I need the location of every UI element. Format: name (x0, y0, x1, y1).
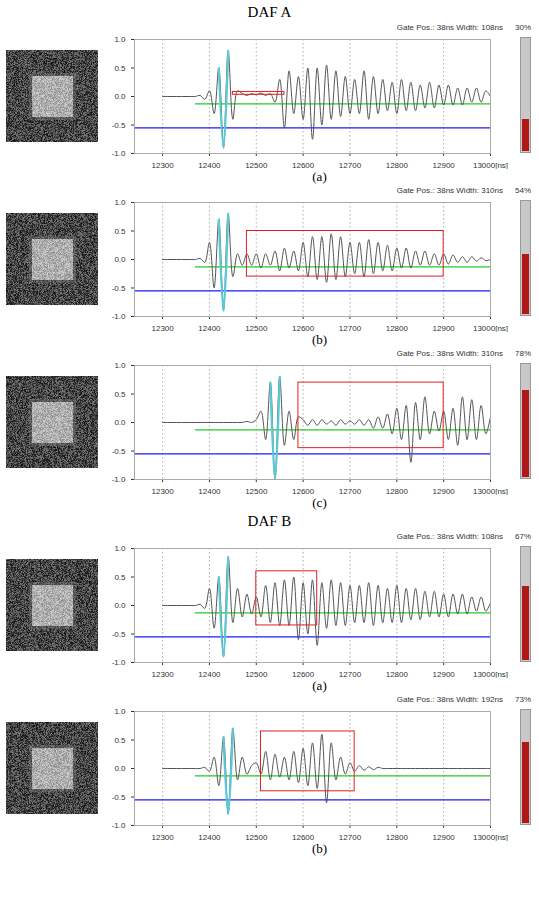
svg-text:12900: 12900 (433, 487, 456, 495)
svg-text:-1.0: -1.0 (112, 821, 126, 830)
svg-text:0.5: 0.5 (114, 227, 126, 236)
svg-text:13000[ns]: 13000[ns] (473, 670, 508, 678)
html-text:(a): (a) (312, 678, 327, 693)
svg-text:12800: 12800 (386, 833, 409, 841)
svg-text:0.5: 0.5 (114, 573, 126, 582)
svg-text:0.0: 0.0 (114, 418, 126, 427)
svg-text:12400: 12400 (198, 487, 221, 495)
html-text:Gate Pos.: 38ns Width: 108ns: Gate Pos.: 38ns Width: 108ns (396, 532, 503, 541)
svg-text:13000[ns]: 13000[ns] (473, 833, 508, 841)
svg-text:-1.0: -1.0 (112, 658, 126, 667)
html-text:DAF B: DAF B (247, 513, 292, 529)
svg-text:0.0: 0.0 (114, 764, 126, 773)
svg-text:12700: 12700 (339, 161, 362, 169)
svg-text:12300: 12300 (151, 670, 174, 678)
svg-text:1.0: 1.0 (114, 361, 126, 370)
svg-text:12900: 12900 (433, 670, 456, 678)
svg-text:13000[ns]: 13000[ns] (473, 324, 508, 332)
svg-text:12600: 12600 (292, 161, 315, 169)
svg-text:12400: 12400 (198, 324, 221, 332)
svg-text:-0.5: -0.5 (112, 630, 126, 639)
svg-text:12800: 12800 (386, 670, 409, 678)
svg-text:12500: 12500 (245, 833, 268, 841)
html-text:67%: 67% (515, 532, 531, 541)
svg-text:12600: 12600 (292, 324, 315, 332)
svg-text:0.0: 0.0 (114, 255, 126, 264)
html-text:DAF A: DAF A (247, 4, 292, 20)
svg-text:12700: 12700 (339, 833, 362, 841)
svg-text:0.0: 0.0 (114, 92, 126, 101)
svg-text:12800: 12800 (386, 161, 409, 169)
svg-text:0.0: 0.0 (114, 601, 126, 610)
html-text:73%: 73% (515, 695, 531, 704)
svg-text:12700: 12700 (339, 487, 362, 495)
svg-text:12600: 12600 (292, 670, 315, 678)
svg-text:12500: 12500 (245, 487, 268, 495)
svg-text:-0.5: -0.5 (112, 284, 126, 293)
svg-text:12500: 12500 (245, 324, 268, 332)
html-text:Gate Pos.: 38ns Width: 310ns: Gate Pos.: 38ns Width: 310ns (396, 186, 503, 195)
svg-text:12500: 12500 (245, 670, 268, 678)
svg-text:12300: 12300 (151, 161, 174, 169)
svg-text:0.5: 0.5 (114, 64, 126, 73)
svg-text:12800: 12800 (386, 324, 409, 332)
svg-text:-1.0: -1.0 (112, 149, 126, 158)
svg-text:-1.0: -1.0 (112, 312, 126, 321)
svg-text:12900: 12900 (433, 833, 456, 841)
svg-text:13000[ns]: 13000[ns] (473, 161, 508, 169)
html-text:78%: 78% (515, 349, 531, 358)
svg-text:12700: 12700 (339, 324, 362, 332)
svg-text:13000[ns]: 13000[ns] (473, 487, 508, 495)
svg-text:-0.5: -0.5 (112, 447, 126, 456)
svg-text:12600: 12600 (292, 487, 315, 495)
html-text:Gate Pos.: 38ns Width: 310ns: Gate Pos.: 38ns Width: 310ns (396, 349, 503, 358)
svg-text:12300: 12300 (151, 833, 174, 841)
html-text:Gate Pos.: 38ns Width: 192ns: Gate Pos.: 38ns Width: 192ns (396, 695, 503, 704)
html-text:(a): (a) (312, 169, 327, 184)
svg-text:1.0: 1.0 (114, 198, 126, 207)
svg-text:12800: 12800 (386, 487, 409, 495)
html-text:Gate Pos.: 38ns Width: 108ns: Gate Pos.: 38ns Width: 108ns (396, 23, 503, 32)
svg-text:0.5: 0.5 (114, 390, 126, 399)
svg-text:-1.0: -1.0 (112, 475, 126, 484)
svg-text:12900: 12900 (433, 161, 456, 169)
svg-text:12400: 12400 (198, 670, 221, 678)
svg-text:-0.5: -0.5 (112, 121, 126, 130)
svg-text:0.5: 0.5 (114, 736, 126, 745)
svg-text:12500: 12500 (245, 161, 268, 169)
svg-text:12400: 12400 (198, 161, 221, 169)
html-text:54%: 54% (515, 186, 531, 195)
svg-text:12300: 12300 (151, 487, 174, 495)
svg-text:12900: 12900 (433, 324, 456, 332)
svg-text:1.0: 1.0 (114, 707, 126, 716)
svg-text:12600: 12600 (292, 833, 315, 841)
svg-text:-0.5: -0.5 (112, 793, 126, 802)
html-text:(b): (b) (311, 841, 328, 856)
svg-text:1.0: 1.0 (114, 35, 126, 44)
svg-text:12300: 12300 (151, 324, 174, 332)
html-text:(c): (c) (312, 495, 327, 510)
html-text:(b): (b) (311, 332, 328, 347)
html-text:30%: 30% (515, 23, 531, 32)
svg-text:1.0: 1.0 (114, 544, 126, 553)
svg-text:12400: 12400 (198, 833, 221, 841)
svg-text:12700: 12700 (339, 670, 362, 678)
